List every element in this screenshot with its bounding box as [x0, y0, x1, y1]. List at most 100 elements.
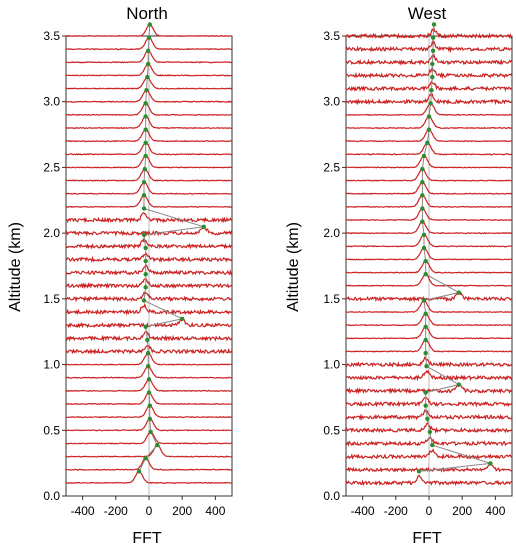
west-x-tick-label: 200: [452, 504, 472, 518]
north-y-tick-label: 0.5: [43, 423, 60, 437]
north-y-tick-label: 2.5: [43, 160, 60, 174]
west-y-tick-label: 2.0: [323, 226, 340, 240]
west-peak-point-32: [430, 48, 436, 53]
west-peak-point-18: [421, 232, 427, 237]
north-peak-point-12: [180, 316, 185, 322]
west-trace-19: [345, 220, 513, 235]
west-peak-point-33: [430, 35, 436, 40]
north-peak-point-11: [143, 324, 148, 329]
west-peak-point-9: [423, 350, 428, 356]
north-peak-point-3: [148, 429, 153, 435]
north-x-tick-label: -400: [71, 504, 95, 518]
west-trace-23: [345, 168, 513, 182]
west-panel: West FFT Altitude (km) 0.0 0.5 1.0 1.5 2.0 2.…: [285, 4, 513, 547]
west-peak-point-17: [421, 245, 427, 251]
west-trace-8: [345, 369, 513, 382]
north-panel: North FFT Altitude (km) 0.0 0.5 1.0 1.5 2.0 2…: [7, 4, 233, 547]
north-trace-15: [65, 278, 233, 290]
north-peak-point-17: [143, 245, 148, 251]
west-trace-32: [345, 53, 513, 66]
west-peak-point-1: [488, 461, 493, 466]
north-peak-point-10: [145, 337, 150, 343]
west-trace-5: [345, 408, 513, 421]
north-peak-point-4: [147, 416, 153, 421]
north-trace-28: [65, 102, 233, 117]
west-peak-point-10: [423, 337, 428, 343]
north-trace-25: [65, 142, 233, 156]
north-x-tick-label: 400: [205, 504, 225, 518]
west-trace-30: [345, 80, 513, 92]
north-y-tick-label: 2.0: [43, 226, 60, 240]
west-trace-17: [345, 246, 513, 261]
north-y-tick-label: 3.5: [43, 29, 60, 43]
north-peak-point-9: [145, 350, 151, 356]
west-y-tick-label: 3.0: [323, 95, 340, 109]
west-peak-point-23: [420, 166, 425, 172]
west-trace-0: [345, 474, 513, 487]
north-trace-20: [66, 212, 233, 224]
north-trace-18: [65, 236, 233, 250]
west-peak-point-34: [431, 22, 437, 27]
west-peak-point-15: [423, 272, 428, 277]
west-y-tick-label: 0.0: [323, 489, 340, 503]
west-peak-point-6: [423, 390, 428, 395]
west-x-axis-label: FFT: [412, 530, 442, 547]
west-trace-20: [345, 207, 513, 222]
north-peak-point-6: [146, 390, 152, 395]
west-peak-point-24: [421, 153, 427, 159]
north-trace-29: [65, 89, 233, 103]
north-x-tick-label: -200: [104, 504, 128, 518]
west-trace-6: [345, 396, 513, 408]
west-peak-point-16: [423, 258, 428, 264]
north-x-tick-label: 0: [146, 504, 153, 518]
west-peak-point-28: [428, 101, 433, 106]
west-trace-14: [345, 291, 513, 303]
north-peak-point-23: [142, 166, 148, 172]
west-trace-3: [345, 436, 513, 447]
north-trace-10: [65, 344, 233, 355]
north-x-tick-label: 200: [172, 504, 192, 518]
west-y-tick-label: 1.0: [323, 358, 340, 372]
north-y-tick-label: 1.5: [43, 292, 60, 306]
north-trace-21: [65, 194, 233, 208]
north-peak-point-30: [145, 74, 150, 80]
west-x-tick-label: -400: [351, 504, 375, 518]
west-trace-11: [345, 326, 513, 340]
north-trace-14: [65, 291, 233, 303]
north-peak-point-26: [143, 127, 148, 132]
north-y-axis-label: Altitude (km): [7, 222, 24, 312]
west-trace-9: [345, 355, 513, 368]
north-peak-point-34: [147, 22, 153, 27]
north-trace-17: [65, 252, 233, 263]
west-peak-point-29: [429, 88, 434, 93]
west-peak-point-4: [425, 416, 430, 421]
west-trace-33: [345, 40, 513, 53]
west-trace-10: [345, 339, 513, 353]
west-peak-point-22: [420, 180, 425, 185]
west-peak-point-26: [426, 127, 432, 132]
north-peak-point-29: [144, 88, 149, 93]
north-peak-point-25: [143, 140, 148, 145]
west-peak-point-20: [420, 206, 425, 211]
north-x-axis-label: FFT: [132, 530, 162, 547]
west-trace-2: [345, 448, 513, 460]
west-peak-point-12: [423, 311, 428, 316]
north-peak-point-18: [141, 232, 147, 237]
north-peak-point-8: [145, 364, 151, 369]
north-trace-1: [65, 457, 233, 471]
west-trace-12: [345, 312, 513, 327]
west-x-tick-label: -200: [384, 504, 408, 518]
west-peak-point-21: [420, 193, 425, 198]
north-peak-point-13: [141, 298, 147, 303]
north-y-tick-label: 1.0: [43, 358, 60, 372]
north-trace-2: [65, 443, 233, 458]
north-trace-22: [65, 181, 233, 195]
west-y-tick-label: 1.5: [323, 292, 340, 306]
west-x-tick-label: 400: [485, 504, 505, 518]
north-peak-point-15: [143, 272, 148, 277]
west-trace-15: [345, 273, 512, 287]
north-peak-point-5: [147, 403, 153, 408]
north-peak-point-1: [143, 456, 148, 461]
west-y-tick-label: 3.5: [323, 29, 340, 43]
